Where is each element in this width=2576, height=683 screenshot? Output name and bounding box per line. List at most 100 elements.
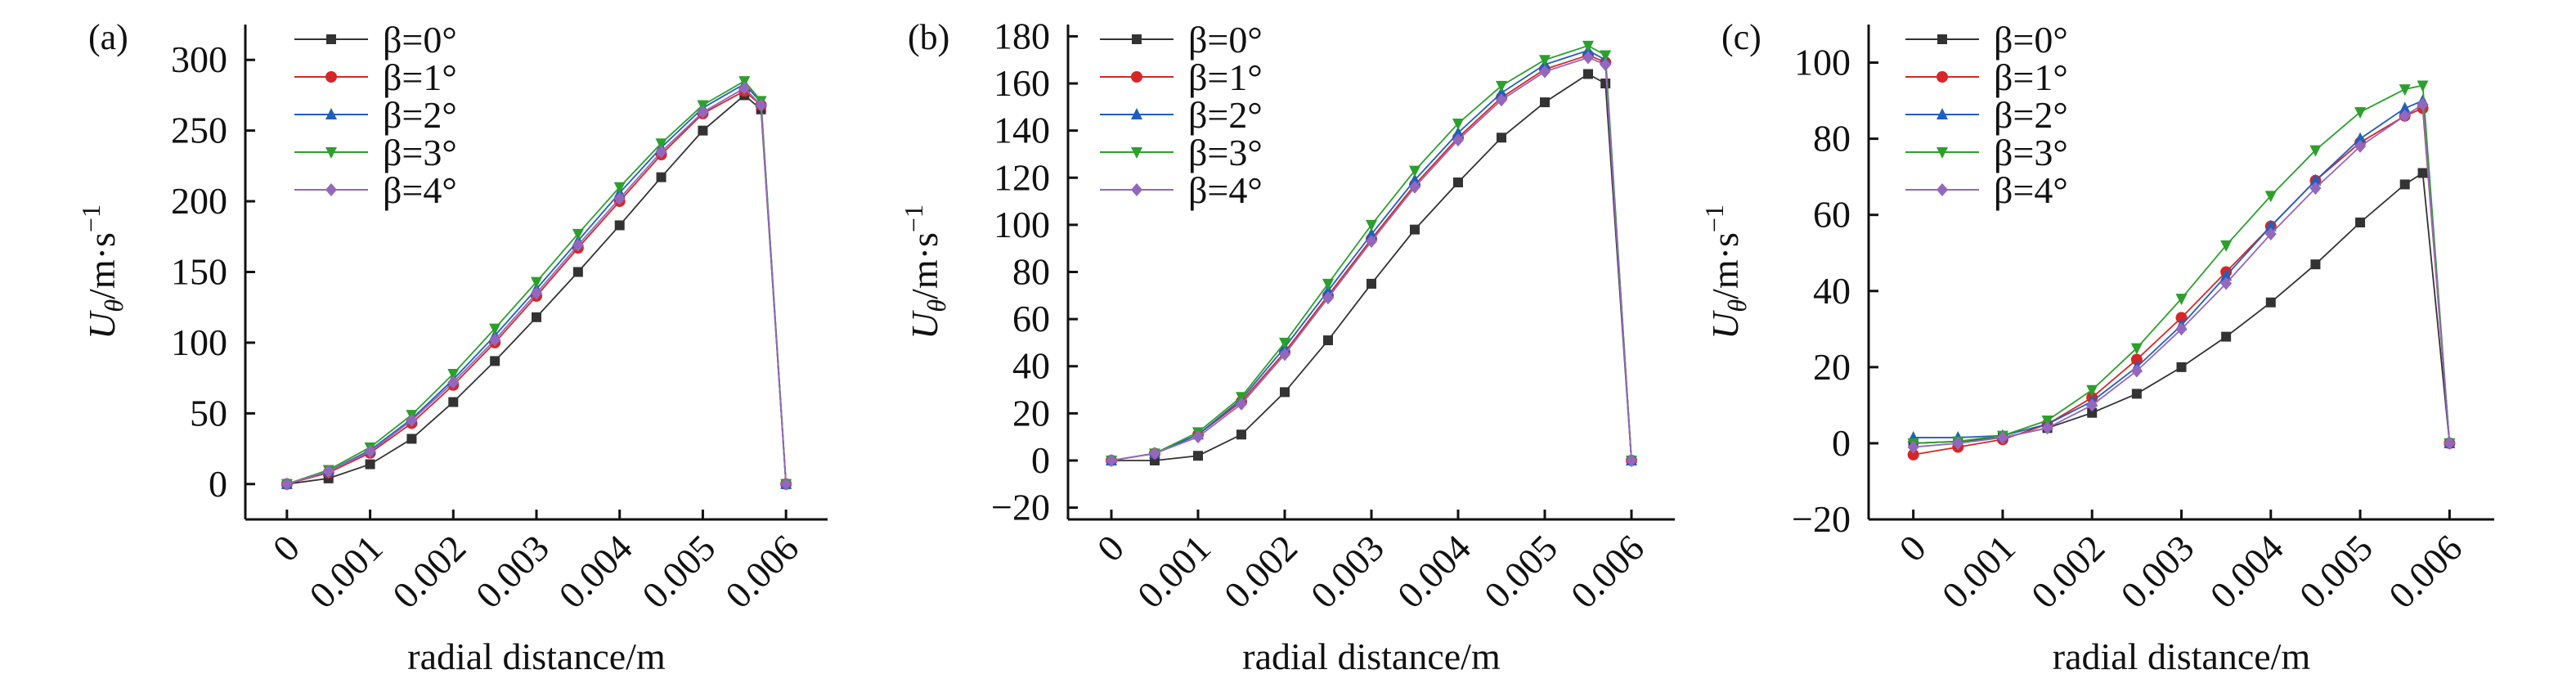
data-point xyxy=(2354,139,2367,153)
series-0: β=0° xyxy=(1905,19,2455,448)
data-point xyxy=(1453,177,1463,188)
data-point xyxy=(655,138,667,151)
y-axis-label-exponent: −1 xyxy=(1699,204,1729,232)
x-tick-label: 0.006 xyxy=(717,527,806,616)
legend-marker xyxy=(1132,34,1142,44)
y-axis-label: Uθ/m·s−1 xyxy=(899,204,951,339)
data-point xyxy=(322,465,334,479)
y-tick-label: 180 xyxy=(994,15,1050,56)
legend-marker xyxy=(1936,108,1948,119)
data-point xyxy=(1366,219,1377,231)
data-point xyxy=(655,145,667,159)
data-point xyxy=(2355,218,2366,227)
y-axis-label-subscript: θ xyxy=(99,299,128,312)
data-point xyxy=(2417,97,2429,111)
y-tick-label: 250 xyxy=(171,110,227,151)
data-point xyxy=(2086,398,2098,412)
data-point xyxy=(572,267,583,277)
y-axis-label-exponent: −1 xyxy=(899,204,928,232)
data-point xyxy=(489,333,501,347)
data-point xyxy=(1409,173,1420,186)
legend-marker xyxy=(1131,183,1142,196)
y-tick-label: 20 xyxy=(1813,346,1851,388)
series-line xyxy=(1913,103,2451,448)
x-tick-label: 0.004 xyxy=(551,527,640,616)
data-point xyxy=(532,312,541,322)
data-point xyxy=(406,414,418,427)
y-tick-label: 150 xyxy=(171,251,227,293)
series-line xyxy=(1111,73,1632,461)
legend-label: β=4° xyxy=(383,169,457,211)
series-line xyxy=(1913,84,2451,444)
x-tick-label: 0.006 xyxy=(2381,527,2470,616)
data-point xyxy=(2309,145,2322,157)
x-tick-label: 0.005 xyxy=(1476,527,1565,616)
y-axis-label-unit: /m·s xyxy=(1704,232,1746,299)
data-point xyxy=(2130,353,2143,366)
data-point xyxy=(2399,109,2411,123)
series-line xyxy=(286,90,788,485)
series-3: β=3° xyxy=(1905,80,2456,450)
data-point xyxy=(2399,84,2411,97)
x-tick-label: 0 xyxy=(1891,527,1933,569)
data-point xyxy=(1322,291,1334,305)
y-axis-label: Uθ/m·s−1 xyxy=(76,204,128,339)
legend-label: β=3° xyxy=(1188,132,1263,173)
y-tick-label: 100 xyxy=(1794,42,1851,83)
data-point xyxy=(1952,436,1964,450)
legend-marker xyxy=(325,108,337,119)
x-tick-label: 0 xyxy=(265,527,307,569)
x-tick-label: 0.005 xyxy=(634,527,723,616)
data-point xyxy=(2131,389,2142,399)
y-tick-label: 80 xyxy=(1813,118,1851,160)
data-point xyxy=(2130,364,2143,378)
data-point xyxy=(1452,126,1464,138)
legend-label: β=3° xyxy=(1994,132,2068,173)
x-tick-label: 0.002 xyxy=(1216,527,1305,616)
legend-label: β=1° xyxy=(1188,56,1263,98)
x-axis-label: radial distance/m xyxy=(2053,636,2311,677)
data-point xyxy=(1996,430,2008,444)
legend-label: β=2° xyxy=(383,94,457,136)
data-point xyxy=(2041,421,2053,435)
data-point xyxy=(1452,133,1464,147)
x-axis-label: radial distance/m xyxy=(1242,636,1501,677)
panel-label: (c) xyxy=(1721,17,1761,57)
data-point xyxy=(447,375,460,389)
series-2: β=2° xyxy=(1100,43,1637,465)
x-tick-label: 0.001 xyxy=(1934,527,2023,616)
series-1: β=1° xyxy=(1100,49,1637,466)
y-tick-label: 80 xyxy=(1012,251,1050,293)
data-point xyxy=(1279,337,1290,349)
series-4: β=4° xyxy=(280,81,792,491)
panel-label: (b) xyxy=(908,17,949,57)
data-point xyxy=(2264,227,2277,240)
data-point xyxy=(2175,312,2188,324)
series-line xyxy=(286,94,788,485)
data-point xyxy=(1106,453,1117,467)
data-point xyxy=(2264,219,2277,231)
data-point xyxy=(1600,79,1611,89)
data-point xyxy=(2354,132,2367,144)
data-point xyxy=(572,238,584,252)
legend-label: β=2° xyxy=(1994,94,2068,136)
data-point xyxy=(531,276,542,289)
data-point xyxy=(755,98,767,112)
data-point xyxy=(1539,65,1551,79)
x-tick-label: 0.006 xyxy=(1563,527,1652,616)
data-point xyxy=(2417,80,2429,92)
legend-label: β=0° xyxy=(383,19,457,61)
y-axis-label: Uθ/m·s−1 xyxy=(1699,204,1752,339)
data-point xyxy=(1323,335,1333,346)
x-tick-label: 0.004 xyxy=(1389,527,1479,616)
x-tick-label: 0.003 xyxy=(1303,527,1392,616)
data-point xyxy=(1367,278,1376,289)
data-point xyxy=(2264,191,2277,203)
legend-marker xyxy=(1131,147,1142,159)
y-tick-label: −20 xyxy=(991,487,1050,528)
series-4: β=4° xyxy=(1905,97,2456,454)
data-point xyxy=(2417,168,2428,178)
y-tick-label: 300 xyxy=(171,38,227,80)
y-axis-label-unit: /m·s xyxy=(81,232,123,299)
